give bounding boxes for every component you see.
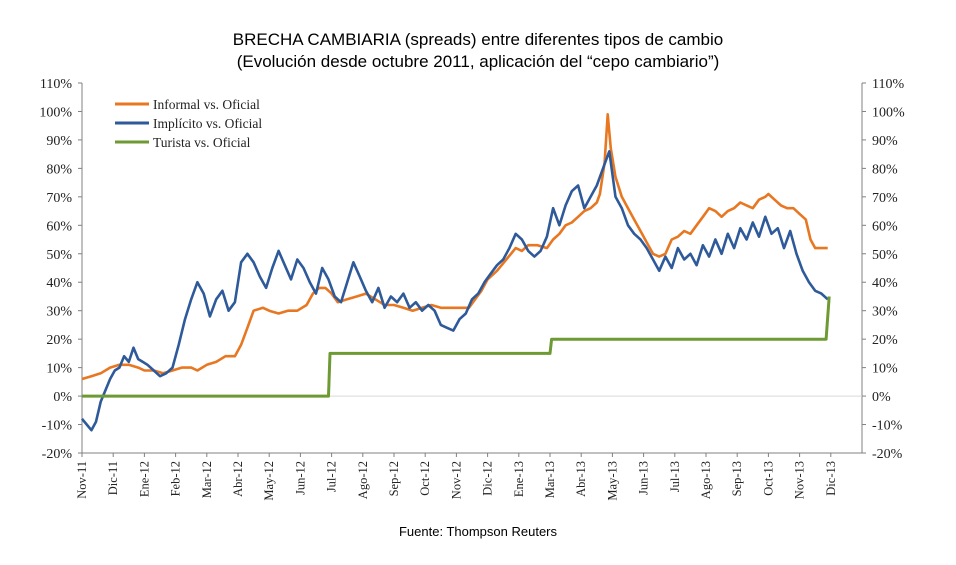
y-tick-label-left: 50% bbox=[46, 248, 72, 263]
y-tick-label-left: 30% bbox=[46, 305, 72, 320]
y-tick-label-left: 80% bbox=[46, 162, 72, 177]
y-tick-label-right: -20% bbox=[872, 447, 903, 462]
x-tick-label: Nov-13 bbox=[793, 461, 807, 499]
x-tick-label: Feb-12 bbox=[169, 461, 183, 496]
y-tick-label-left: 70% bbox=[46, 191, 72, 206]
legend-label-implicito: Implícito vs. Oficial bbox=[153, 116, 262, 131]
legend-label-turista: Turista vs. Oficial bbox=[153, 135, 251, 150]
y-tick-label-right: 40% bbox=[872, 276, 898, 291]
chart-title-line2: (Evolución desde octubre 2011, aplicació… bbox=[236, 52, 720, 71]
x-tick-label: Jun-12 bbox=[293, 461, 307, 495]
x-tick-label: Jul-13 bbox=[668, 461, 682, 492]
x-tick-label: Jul-12 bbox=[325, 461, 339, 492]
x-tick-label: Sep-12 bbox=[387, 461, 401, 496]
source-note: Fuente: Thompson Reuters bbox=[398, 524, 557, 539]
y-tick-label-left: 10% bbox=[46, 362, 72, 377]
y-tick-label-left: -10% bbox=[42, 419, 73, 434]
y-tick-label-left: 40% bbox=[46, 276, 72, 291]
x-tick-label: Mar-12 bbox=[200, 461, 214, 498]
y-tick-label-left: -20% bbox=[42, 447, 73, 462]
y-tick-label-right: 110% bbox=[872, 77, 904, 92]
y-tick-label-right: 90% bbox=[872, 134, 898, 149]
series-line-implicito bbox=[80, 150, 829, 432]
y-tick-label-right: 70% bbox=[872, 191, 898, 206]
y-tick-label-right: 20% bbox=[872, 333, 898, 348]
x-tick-label: Jun-13 bbox=[637, 461, 651, 495]
y-tick-label-right: 80% bbox=[872, 162, 898, 177]
x-tick-label: Sep-13 bbox=[730, 461, 744, 496]
legend-label-informal: Informal vs. Oficial bbox=[153, 97, 260, 112]
y-tick-label-right: 10% bbox=[872, 362, 898, 377]
x-tick-label: Oct-13 bbox=[761, 461, 775, 496]
y-tick-label-left: 110% bbox=[40, 77, 72, 92]
series-line-informal bbox=[81, 113, 828, 381]
x-tick-label: Dic-11 bbox=[106, 461, 120, 495]
y-tick-label-right: -10% bbox=[872, 419, 903, 434]
y-tick-label-right: 0% bbox=[872, 390, 891, 405]
y-tick-label-right: 50% bbox=[872, 248, 898, 263]
chart-title-line1: BRECHA CAMBIARIA (spreads) entre diferen… bbox=[232, 30, 724, 49]
series-line-turista bbox=[82, 296, 831, 398]
x-tick-label: Abr-12 bbox=[231, 461, 245, 497]
x-tick-label: May-13 bbox=[605, 461, 619, 501]
y-tick-label-left: 60% bbox=[46, 219, 72, 234]
y-tick-label-left: 90% bbox=[46, 134, 72, 149]
y-tick-label-left: 0% bbox=[53, 390, 72, 405]
y-tick-label-left: 20% bbox=[46, 333, 72, 348]
x-tick-label: Mar-13 bbox=[543, 461, 557, 498]
y-tick-label-right: 30% bbox=[872, 305, 898, 320]
y-tick-label-right: 60% bbox=[872, 219, 898, 234]
y-tick-label-left: 100% bbox=[39, 105, 72, 120]
x-tick-label: Ago-13 bbox=[699, 461, 713, 499]
x-tick-label: Dic-12 bbox=[481, 461, 495, 496]
x-tick-label: Ago-12 bbox=[356, 461, 370, 499]
x-tick-label: Nov-11 bbox=[75, 461, 89, 499]
x-tick-label: Nov-12 bbox=[449, 461, 463, 499]
x-tick-label: Abr-13 bbox=[574, 461, 588, 497]
y-tick-label-right: 100% bbox=[872, 105, 905, 120]
x-tick-label: Oct-12 bbox=[418, 461, 432, 496]
x-tick-label: Ene-12 bbox=[137, 461, 151, 497]
x-tick-label: Dic-13 bbox=[824, 461, 838, 496]
x-tick-label: Ene-13 bbox=[512, 461, 526, 497]
x-tick-label: May-12 bbox=[262, 461, 276, 501]
